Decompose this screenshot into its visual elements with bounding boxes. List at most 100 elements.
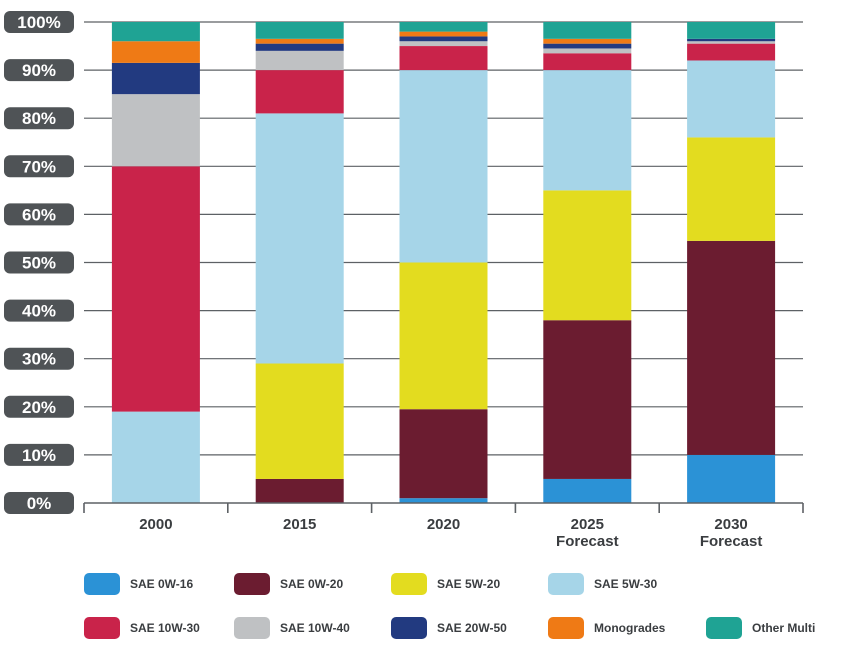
- bar-segment-sae-10w-30: [543, 53, 632, 71]
- legend-swatch: [548, 573, 584, 595]
- bar-segment-sae-5w-30: [687, 60, 776, 138]
- legend-label: Other Multi: [752, 621, 816, 635]
- y-tick-pill: [4, 155, 74, 178]
- bar-segment-monogrades: [399, 31, 488, 37]
- bar-segment-sae-5w-30: [543, 70, 632, 191]
- y-tick-pill: [4, 299, 74, 322]
- bar-segment-sae-10w-30: [399, 46, 488, 71]
- bar-segment-sae-5w-20: [687, 137, 776, 241]
- legend-swatch: [84, 617, 120, 639]
- y-tick-pill: [4, 203, 74, 226]
- bar-segment-sae-5w-30: [111, 411, 200, 503]
- y-tick-label: 10%: [22, 446, 56, 465]
- legend-item-sae-5w-20: SAE 5W-20: [391, 572, 500, 596]
- bar-segment-sae-10w-40: [255, 50, 344, 71]
- x-tick-label: Forecast: [556, 533, 619, 550]
- y-tick-label: 100%: [17, 13, 60, 32]
- bar-segment-sae-10w-40: [687, 41, 776, 44]
- legend-item-monogrades: Monogrades: [548, 616, 665, 640]
- legend-item-sae-20w-50: SAE 20W-50: [391, 616, 507, 640]
- bar-segment-sae-0w-16: [687, 454, 776, 503]
- bar-segment-sae-0w-20: [687, 240, 776, 455]
- legend-swatch: [706, 617, 742, 639]
- bar-segment-sae-20w-50: [399, 36, 488, 42]
- y-tick-label: 0%: [27, 494, 52, 513]
- bar-segment-sae-10w-40: [399, 41, 488, 47]
- bar-segment-sae-5w-20: [399, 262, 488, 410]
- x-tick-label: 2015: [283, 516, 316, 533]
- y-tick-pill: [4, 443, 74, 466]
- bar-segment-sae-10w-30: [111, 166, 200, 412]
- legend-swatch: [84, 573, 120, 595]
- bar-segment-other-multi: [543, 22, 632, 39]
- y-tick-label: 70%: [22, 157, 56, 176]
- bar-segment-sae-20w-50: [111, 62, 200, 95]
- bar-segment-sae-0w-16: [399, 498, 488, 503]
- legend-label: SAE 5W-20: [437, 577, 501, 591]
- bar-segment-other-multi: [687, 22, 776, 39]
- y-tick-pill: [4, 395, 74, 418]
- bar-segment-sae-0w-20: [255, 478, 344, 503]
- bar-segment-sae-10w-40: [111, 94, 200, 167]
- legend-item-sae-10w-30: SAE 10W-30: [84, 616, 200, 640]
- legend-swatch: [391, 573, 427, 595]
- bar-segment-sae-5w-20: [255, 363, 344, 479]
- bar-segment-monogrades: [111, 41, 200, 63]
- bar-segment-sae-10w-30: [255, 70, 344, 114]
- legend-item-sae-5w-30: SAE 5W-30: [548, 572, 657, 596]
- legend-label: SAE 10W-30: [130, 621, 200, 635]
- bar-segment-other-multi: [255, 22, 344, 39]
- x-tick-label: 2030: [714, 516, 747, 533]
- y-tick-pill: [4, 107, 74, 130]
- bar-segment-other-multi: [111, 22, 200, 42]
- y-tick-pill: [4, 251, 74, 274]
- y-tick-label: 20%: [22, 398, 56, 417]
- y-tick-pill: [4, 11, 74, 33]
- y-axis: 0% 10% 20% 30% 40% 50% 60% 70% 80% 90% 100%: [4, 11, 74, 514]
- bar-segment-sae-10w-40: [543, 48, 632, 54]
- y-tick-label: 60%: [22, 205, 56, 224]
- bar-segment-sae-5w-30: [255, 113, 344, 364]
- bars: [111, 22, 776, 503]
- bar-segment-sae-5w-20: [543, 190, 632, 321]
- y-tick-label: 50%: [22, 254, 56, 273]
- bar-segment-sae-20w-50: [543, 43, 632, 49]
- legend-label: SAE 0W-16: [130, 577, 194, 591]
- legend-swatch: [391, 617, 427, 639]
- y-tick-label: 90%: [22, 61, 56, 80]
- bar-segment-sae-10w-30: [687, 43, 776, 61]
- legend-swatch: [548, 617, 584, 639]
- y-tick-pill: [4, 347, 74, 370]
- x-tick-label: 2025: [571, 516, 604, 533]
- x-tick-label: 2000: [139, 516, 172, 533]
- bar-segment-sae-20w-50: [255, 43, 344, 51]
- bar-segment-other-multi: [399, 22, 488, 32]
- legend-label: SAE 0W-20: [280, 577, 344, 591]
- bar-segment-sae-5w-30: [399, 70, 488, 263]
- bar-segment-sae-20w-50: [687, 38, 776, 42]
- y-tick-pill: [4, 59, 74, 82]
- y-tick-label: 30%: [22, 350, 56, 369]
- x-tick-label: Forecast: [700, 533, 763, 550]
- legend-label: SAE 10W-40: [280, 621, 350, 635]
- legend-item-sae-0w-16: SAE 0W-16: [84, 572, 193, 596]
- bar-segment-monogrades: [543, 38, 632, 44]
- legend-item-other-multi: Other Multi: [706, 616, 815, 640]
- legend-item-sae-10w-40: SAE 10W-40: [234, 616, 350, 640]
- legend-swatch: [234, 573, 270, 595]
- bar-segment-sae-0w-16: [543, 478, 632, 503]
- legend-item-sae-0w-20: SAE 0W-20: [234, 572, 343, 596]
- legend-label: SAE 20W-50: [437, 621, 507, 635]
- y-tick-pill: [4, 492, 74, 514]
- bar-segment-monogrades: [255, 38, 344, 44]
- y-tick-label: 80%: [22, 109, 56, 128]
- stacked-bar-chart: 0% 10% 20% 30% 40% 50% 60% 70% 80% 90% 100% 2000 20…: [4, 11, 804, 550]
- bar-segment-sae-0w-20: [543, 320, 632, 479]
- bar-segment-sae-0w-20: [399, 409, 488, 499]
- legend-swatch: [234, 617, 270, 639]
- y-tick-label: 40%: [22, 302, 56, 321]
- legend-label: Monogrades: [594, 621, 666, 635]
- legend-label: SAE 5W-30: [594, 577, 658, 591]
- x-tick-label: 2020: [427, 516, 460, 533]
